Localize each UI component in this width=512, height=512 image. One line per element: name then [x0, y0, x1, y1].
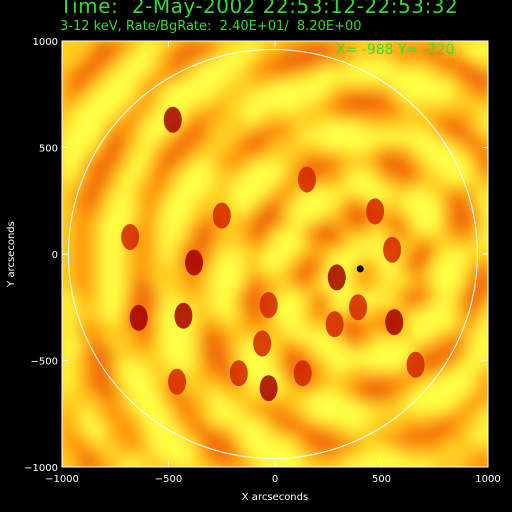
hotspot: [253, 330, 272, 357]
source-marker: [356, 265, 364, 273]
hotspot: [163, 106, 182, 133]
hotspot: [325, 311, 344, 338]
x-tick-label: −1000: [45, 474, 79, 485]
hotspot: [293, 360, 312, 387]
y-tick-label: 500: [39, 144, 58, 155]
hotspot: [121, 223, 140, 250]
cursor-coordinate-readout: X= -988 Y= -220: [336, 42, 455, 58]
hotspot: [259, 292, 278, 319]
hotspot: [168, 368, 187, 395]
hotspot: [212, 202, 231, 229]
y-tick-label: 1000: [33, 37, 58, 48]
hotspot: [174, 302, 193, 329]
y-tick-label: 0: [52, 250, 58, 261]
y-tick-label: −1000: [24, 463, 58, 474]
interference-fringes: [62, 41, 488, 467]
hotspot: [366, 198, 385, 225]
hotspot: [406, 351, 425, 378]
hotspot: [297, 166, 316, 193]
axis-ticks: −1000 −500 0 500 1000 −1000 −500 0 500 1000: [24, 37, 501, 485]
hotspot: [185, 249, 204, 276]
y-axis-label: Y arcseconds: [6, 221, 17, 288]
hotspot: [259, 375, 278, 402]
hotspot: [327, 264, 346, 291]
x-tick-label: 500: [372, 474, 391, 485]
hotspot: [129, 304, 148, 331]
energy-rate-subtitle: 3-12 keV, Rate/BgRate: 2.40E+01/ 8.20E+0…: [60, 19, 362, 34]
hotspot: [229, 360, 248, 387]
x-tick-label: 0: [272, 474, 278, 485]
solar-limb-circle: [67, 49, 478, 459]
map-title: Time: 2-May-2002 22:53:12-22:53:32: [60, 0, 459, 18]
x-tick-label: 1000: [475, 474, 500, 485]
hotspot-layer: [121, 106, 425, 402]
hotspot: [385, 309, 404, 336]
x-axis-label: X arcseconds: [242, 492, 308, 503]
hotspot: [383, 236, 402, 263]
hotspot: [349, 294, 368, 321]
y-tick-label: −500: [31, 357, 58, 368]
x-tick-label: −500: [155, 474, 182, 485]
